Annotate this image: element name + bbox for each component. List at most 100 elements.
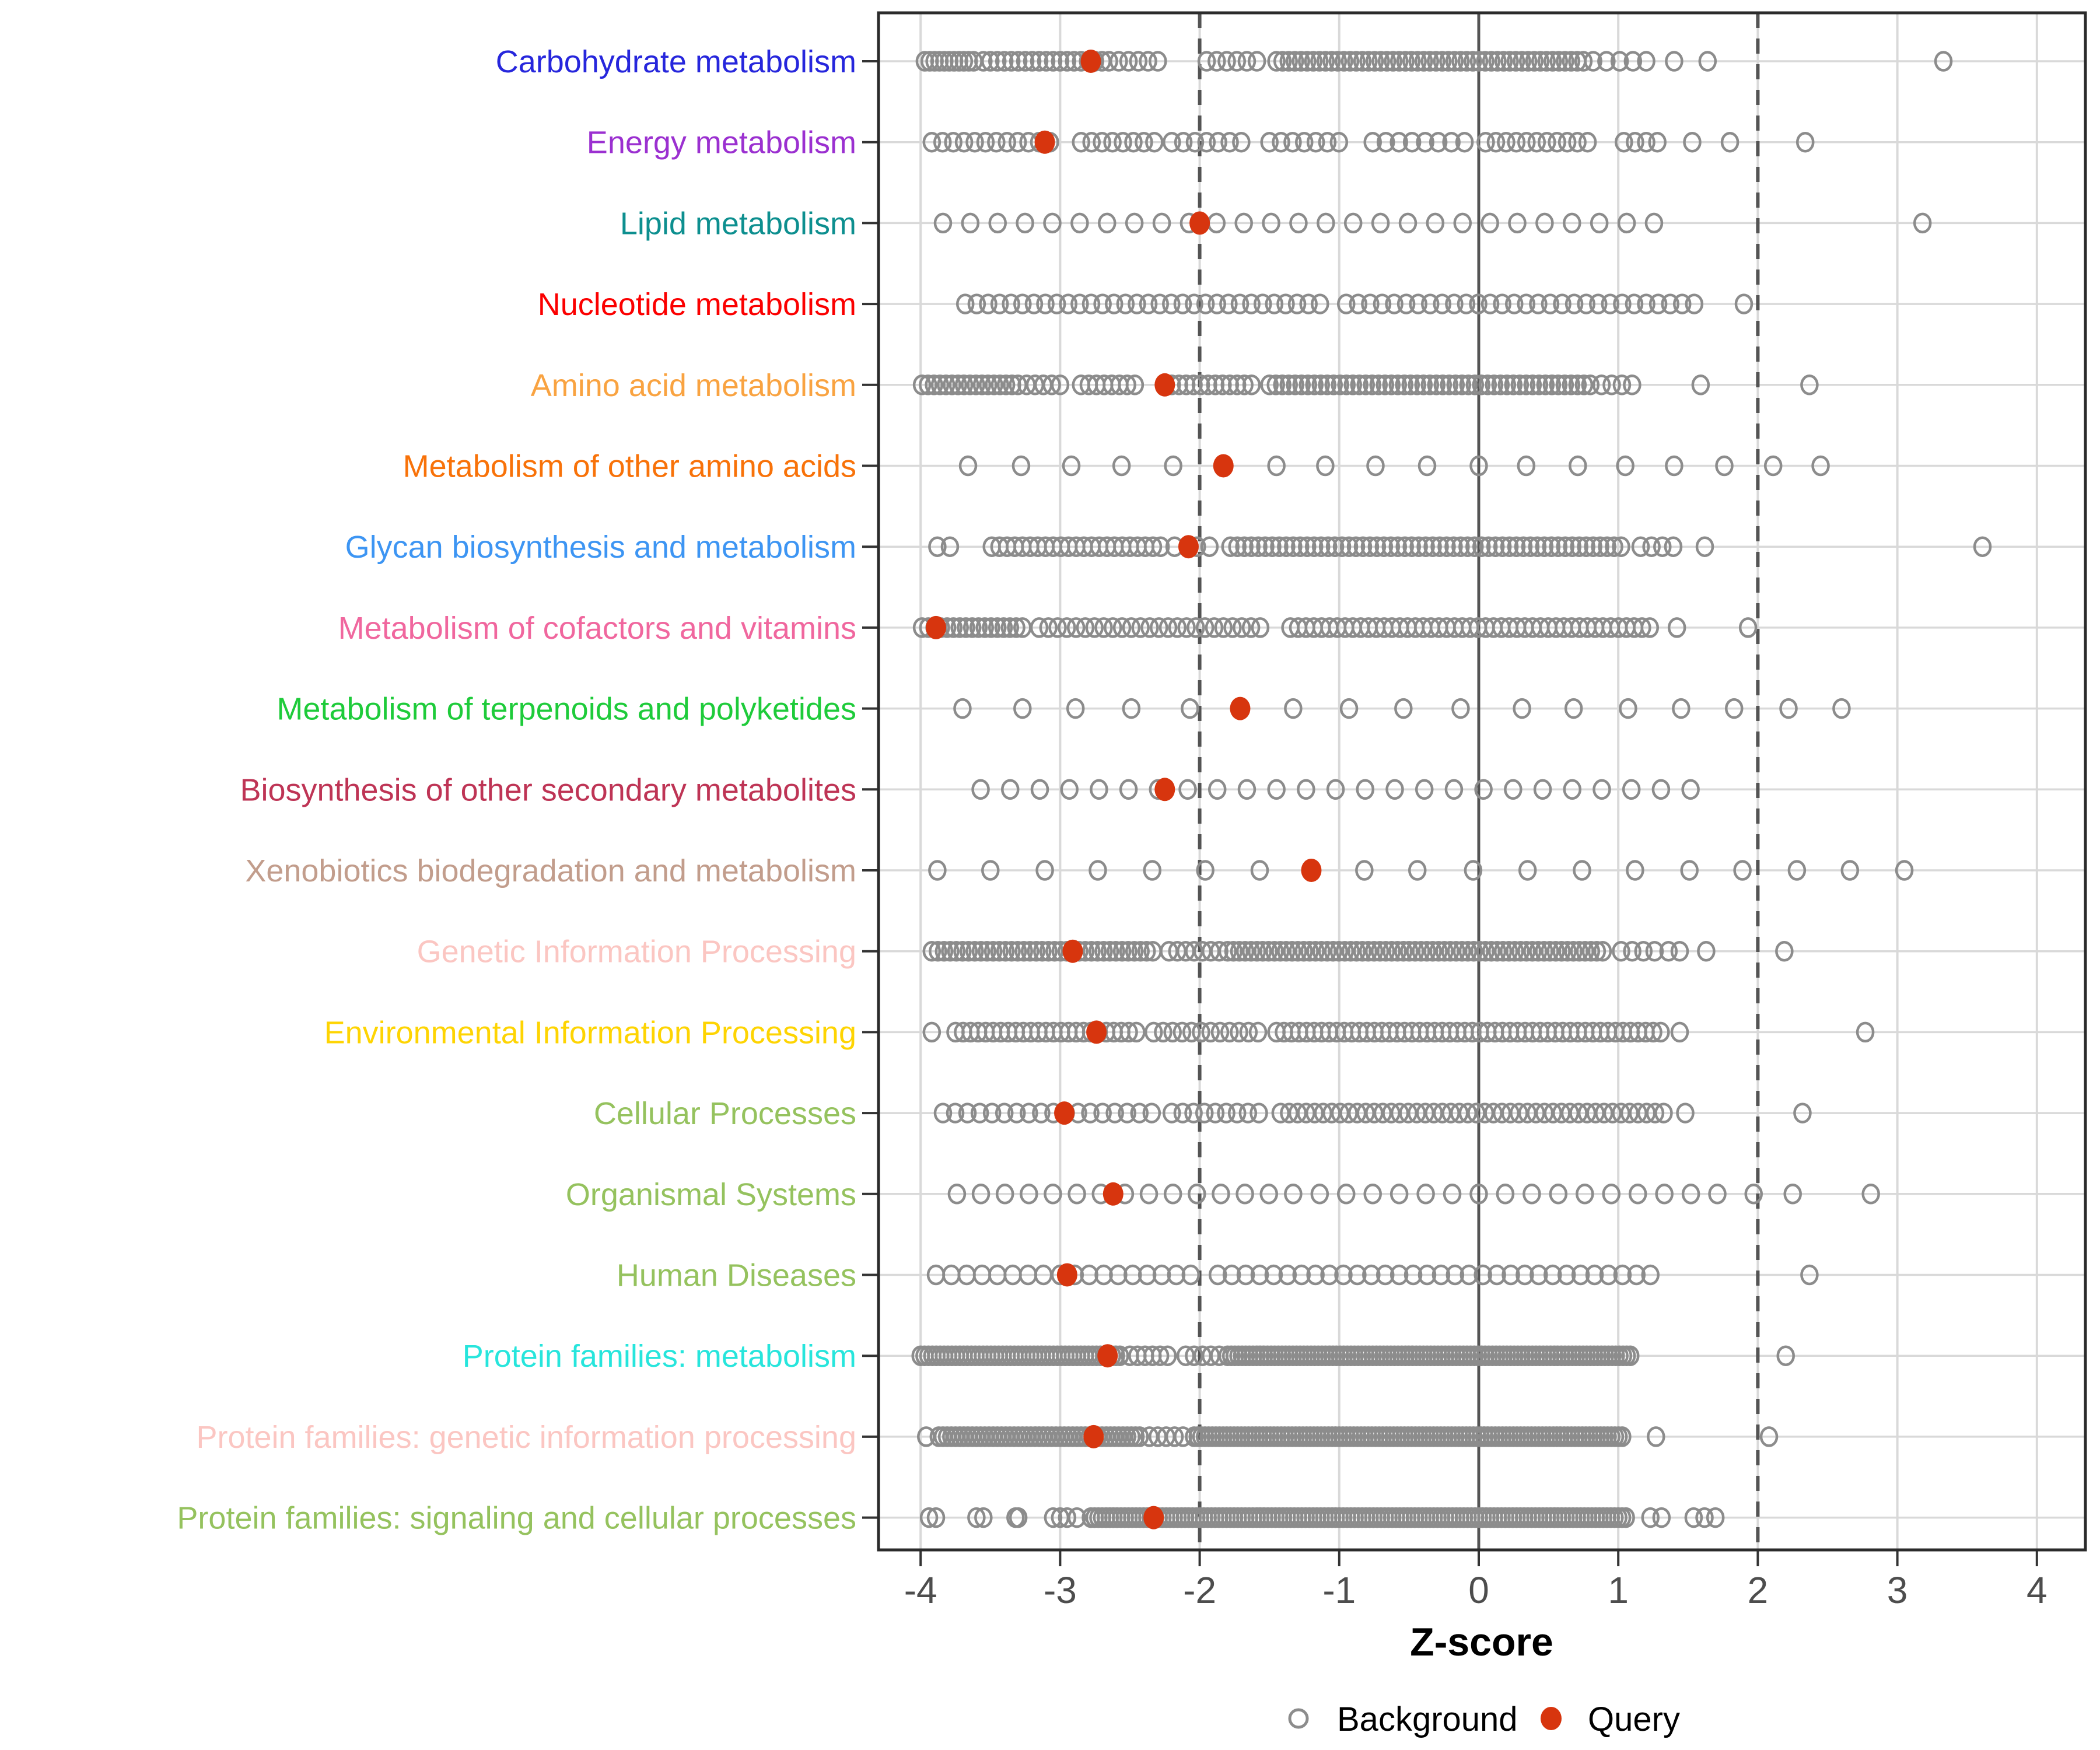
background-point: [965, 940, 984, 962]
background-point: [1482, 940, 1501, 962]
query-point: [926, 615, 947, 639]
query-point: [1301, 859, 1322, 882]
background-point: [1251, 617, 1270, 638]
background-point: [1395, 374, 1414, 396]
category-label: Metabolism of cofactors and vitamins: [338, 611, 856, 646]
background-point: [1265, 293, 1284, 314]
background-point: [1563, 779, 1582, 800]
background-point: [1335, 940, 1354, 962]
background-point: [1605, 536, 1623, 557]
background-point: [1259, 940, 1278, 962]
legend-query-label: Query: [1588, 1700, 1680, 1738]
background-point: [1568, 131, 1587, 153]
background-point: [1469, 455, 1488, 477]
background-point: [1610, 51, 1629, 72]
background-point: [1217, 1102, 1236, 1124]
background-point: [1648, 131, 1667, 153]
background-point: [1518, 51, 1538, 72]
background-point: [1291, 536, 1310, 557]
background-point: [1544, 51, 1562, 72]
background-point: [1445, 293, 1464, 314]
background-point: [1648, 293, 1668, 314]
background-point: [1184, 1102, 1203, 1124]
background-point: [1144, 1021, 1163, 1043]
background-point: [1042, 374, 1061, 396]
background-point: [1318, 374, 1336, 396]
background-point: [1464, 940, 1483, 962]
background-point: [1361, 293, 1380, 314]
background-point: [1297, 779, 1315, 800]
background-point: [1326, 779, 1345, 800]
background-point: [1779, 698, 1798, 719]
background-point: [1250, 1102, 1268, 1124]
background-point: [1458, 940, 1478, 962]
background-point: [1564, 698, 1583, 719]
background-point: [1112, 455, 1131, 477]
background-point: [1196, 293, 1215, 314]
background-point: [1416, 1184, 1435, 1205]
background-point: [1051, 374, 1070, 396]
background-point: [978, 940, 996, 962]
background-point: [1573, 860, 1591, 881]
background-point: [1068, 1184, 1086, 1205]
background-point: [1783, 1184, 1802, 1205]
background-point: [1381, 536, 1401, 557]
background-point: [1298, 536, 1317, 557]
background-point: [1598, 536, 1616, 557]
background-point: [1376, 374, 1395, 396]
background-point: [1523, 374, 1542, 396]
background-point: [1432, 1264, 1451, 1286]
background-point: [996, 940, 1015, 962]
background-point: [1104, 617, 1122, 638]
background-point: [936, 374, 956, 396]
background-point: [1472, 374, 1491, 396]
background-point: [1602, 1184, 1620, 1205]
background-point: [1439, 51, 1458, 72]
background-point: [1376, 940, 1395, 962]
background-point: [1497, 131, 1516, 153]
background-point: [1541, 293, 1560, 314]
background-point: [1590, 212, 1609, 234]
background-point: [1316, 51, 1335, 72]
background-point: [1118, 374, 1136, 396]
background-point: [1491, 374, 1510, 396]
background-point: [1514, 536, 1533, 557]
background-point: [1452, 374, 1472, 396]
background-point: [1242, 374, 1261, 396]
background-point: [1542, 536, 1561, 557]
background-point: [1070, 293, 1089, 314]
background-point: [1241, 617, 1261, 638]
background-point: [1623, 940, 1642, 962]
background-point: [1652, 1507, 1671, 1528]
background-point: [1149, 51, 1167, 72]
background-point: [1623, 374, 1642, 396]
background-point: [950, 617, 969, 638]
background-point: [1415, 779, 1434, 800]
background-point: [1227, 51, 1246, 72]
background-point: [1093, 293, 1112, 314]
background-point: [1465, 374, 1485, 396]
background-point: [1188, 1184, 1206, 1205]
background-point: [1421, 293, 1440, 314]
background-point: [1343, 374, 1362, 396]
background-point: [1230, 293, 1250, 314]
background-point: [1390, 131, 1408, 153]
background-point: [1311, 374, 1330, 396]
background-point: [1016, 51, 1035, 72]
background-point: [1045, 940, 1064, 962]
background-point: [1602, 374, 1621, 396]
background-point: [1328, 51, 1348, 72]
background-point: [1233, 617, 1251, 638]
background-point: [1697, 940, 1716, 962]
background-point: [1427, 51, 1446, 72]
background-point: [1673, 293, 1692, 314]
background-point: [1508, 212, 1527, 234]
background-point: [933, 1102, 953, 1124]
background-point: [1645, 940, 1664, 962]
background-point: [1037, 51, 1056, 72]
background-point: [1013, 293, 1032, 314]
background-point: [1506, 51, 1525, 72]
background-point: [1616, 455, 1634, 477]
background-point: [1665, 51, 1684, 72]
